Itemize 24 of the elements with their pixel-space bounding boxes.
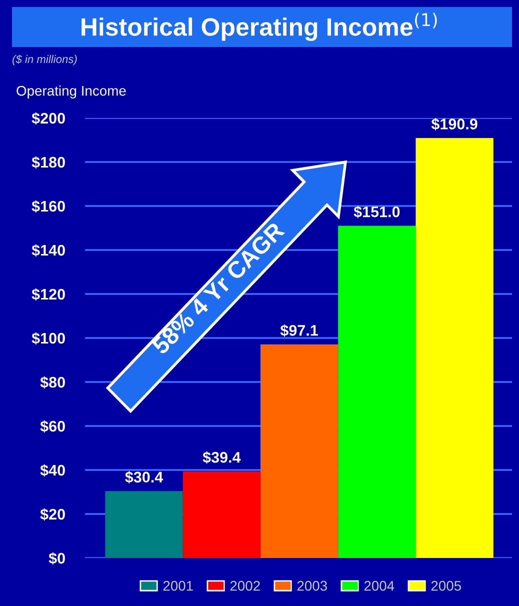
y-tick-label: $200 xyxy=(32,112,65,125)
data-label: $151.0 xyxy=(354,206,400,218)
y-tick-label: $100 xyxy=(32,332,65,345)
legend-label: 2002 xyxy=(230,580,260,591)
y-tick-label: $120 xyxy=(32,288,65,301)
legend-label: 2005 xyxy=(431,580,462,591)
y-tick-label: $140 xyxy=(32,244,65,257)
y-axis-title: Operating Income xyxy=(16,86,126,98)
y-tick-label: $160 xyxy=(32,200,65,213)
chart-subtitle: ($ in millions) xyxy=(12,54,77,66)
data-label: $190.9 xyxy=(431,118,478,130)
legend-label: 2004 xyxy=(364,580,394,591)
legend-label: 2003 xyxy=(297,580,327,591)
y-tick-label: $180 xyxy=(32,156,65,169)
y-tick-label: $20 xyxy=(40,508,65,521)
data-label: $30.4 xyxy=(125,471,164,484)
chart-title: Historical Operating Income$^{(1)}$ xyxy=(82,12,437,41)
y-tick-label: $80 xyxy=(40,376,65,389)
y-tick-label: $0 xyxy=(48,552,65,565)
data-label: $97.1 xyxy=(280,324,318,337)
legend-label: 2001 xyxy=(163,580,193,591)
y-tick-label: $60 xyxy=(40,420,65,433)
y-tick-label: $40 xyxy=(40,464,65,477)
data-label: $39.4 xyxy=(202,451,241,464)
